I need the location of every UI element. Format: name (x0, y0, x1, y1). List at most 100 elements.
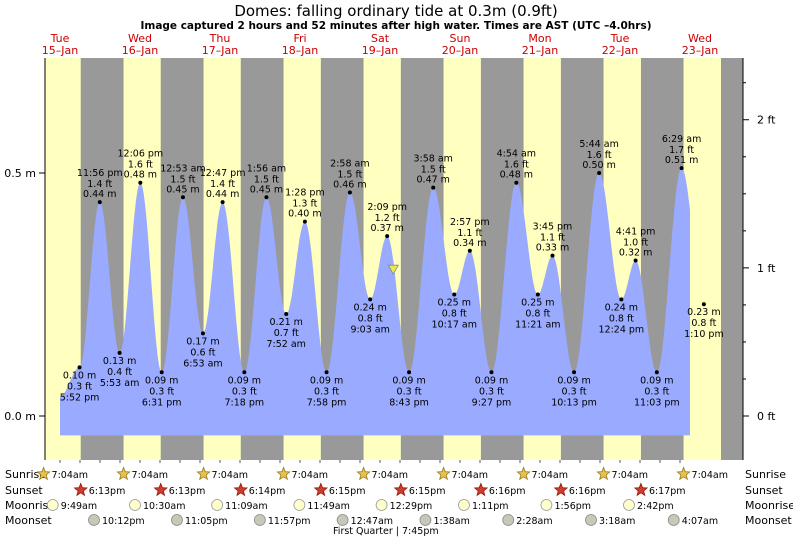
tide-point (264, 195, 269, 200)
moonrise-time: 1:11pm (472, 501, 509, 512)
tide-m-label: 0.48 m (500, 170, 533, 181)
tide-point (77, 365, 82, 370)
sunrise-icon (356, 466, 371, 481)
right-tick-label: 0 ft (757, 410, 776, 423)
sunset-time: 6:15pm (329, 486, 366, 497)
tide-area (60, 168, 690, 436)
tide-point (550, 253, 555, 258)
sunrise-icon (676, 466, 691, 481)
tide-ft-label: 0.8 ft (442, 309, 467, 320)
tide-point (633, 258, 638, 263)
tide-point (368, 297, 373, 302)
tide-ft-label: 1.4 ft (210, 179, 235, 190)
tide-ft-label: 0.7 ft (274, 328, 299, 339)
row-label-left-moonrise: Moonrise (5, 499, 55, 512)
tide-ft-label: 1.5 ft (170, 174, 195, 185)
moonset-icon (419, 514, 432, 526)
moonset-time: 1:38am (433, 516, 469, 527)
tide-time-label: 11:56 pm (77, 168, 123, 179)
tide-m-label: 0.37 m (370, 223, 403, 234)
day-date: 20–Jan (442, 44, 478, 57)
row-label-right-sunset: Sunset (745, 484, 783, 497)
day-date: 23–Jan (682, 44, 718, 57)
tide-time-label: 1:28 pm (285, 188, 325, 199)
moonrise-time: 12:29pm (390, 501, 433, 512)
row-label-left-sunset: Sunset (5, 484, 43, 497)
tide-time-label: 11:03 pm (634, 397, 680, 408)
tide-time-label: 9:03 am (350, 324, 389, 335)
tide-ft-label: 0.3 ft (149, 386, 174, 397)
tide-point (385, 234, 390, 239)
day-name: Tue (50, 32, 70, 45)
tide-m-label: 0.24 m (605, 302, 638, 313)
tide-time-label: 1:56 am (247, 163, 286, 174)
tide-time-label: 2:57 pm (450, 217, 490, 228)
moonset-time: 10:12pm (102, 516, 145, 527)
tide-time-label: 4:41 pm (616, 226, 656, 237)
tide-time-label: 8:43 pm (389, 397, 429, 408)
tide-curve (60, 168, 690, 436)
sunrise-icon (36, 466, 51, 481)
tide-m-label: 0.46 m (333, 179, 366, 190)
tide-m-label: 0.45 m (250, 184, 283, 195)
sunrise-time: 7:04am (52, 470, 88, 481)
sunset-icon (233, 482, 249, 497)
sunset-time: 6:15pm (409, 486, 446, 497)
tide-time-label: 6:53 am (183, 358, 222, 369)
moonrise-icon (375, 499, 388, 511)
tide-time-label: 5:44 am (579, 139, 618, 150)
tide-time-label: 12:53 am (160, 163, 205, 174)
tide-m-label: 0.48 m (124, 170, 157, 181)
tide-point (407, 370, 412, 375)
tide-point (489, 370, 494, 375)
tide-point (324, 370, 329, 375)
tide-ft-label: 1.5 ft (337, 169, 362, 180)
tide-ft-label: 1.5 ft (254, 174, 279, 185)
sunset-icon (393, 482, 409, 497)
tide-point (242, 370, 247, 375)
tide-m-label: 0.09 m (475, 375, 508, 386)
tide-ft-label: 1.1 ft (540, 233, 565, 244)
tide-m-label: 0.47 m (417, 175, 450, 186)
tide-ft-label: 1.3 ft (292, 199, 317, 210)
sunrise-icon (596, 466, 611, 481)
tide-time-label: 12:06 pm (117, 149, 163, 160)
sunset-time: 6:13pm (89, 486, 126, 497)
tide-m-label: 0.24 m (353, 302, 386, 313)
moonrise-time: 2:42pm (637, 501, 674, 512)
tide-time-label: 5:53 am (100, 378, 139, 389)
tide-time-label: 4:54 am (497, 149, 536, 160)
moonset-time: 11:57pm (268, 516, 311, 527)
tide-m-label: 0.21 m (270, 317, 303, 328)
day-date: 15–Jan (42, 44, 78, 57)
day-name: Thu (209, 32, 231, 45)
day-date: 22–Jan (602, 44, 638, 57)
tide-ft-label: 0.3 ft (232, 386, 257, 397)
tide-time-label: 3:45 pm (533, 222, 573, 233)
tide-m-label: 0.13 m (103, 356, 136, 367)
day-date: 18–Jan (282, 44, 318, 57)
sunset-icon (633, 482, 649, 497)
tide-ft-label: 0.4 ft (107, 367, 132, 378)
moonrise-icon (46, 499, 59, 511)
tide-m-label: 0.10 m (63, 370, 96, 381)
tide-point (200, 331, 205, 336)
moonset-icon (336, 514, 349, 526)
tide-ft-label: 1.6 ft (128, 160, 153, 171)
day-name: Mon (528, 32, 551, 45)
tide-point (347, 190, 352, 195)
tide-ft-label: 0.3 ft (644, 386, 669, 397)
moonrise-time: 11:09am (225, 501, 267, 512)
tide-point (597, 171, 602, 175)
tide-point (452, 292, 457, 297)
tide-m-label: 0.09 m (392, 375, 425, 386)
sunrise-time: 7:04am (132, 470, 168, 481)
tide-time-label: 10:13 pm (551, 397, 597, 408)
tide-point (220, 200, 225, 205)
tide-m-label: 0.44 m (206, 189, 239, 200)
tide-m-label: 0.50 m (582, 160, 615, 171)
day-date: 19–Jan (362, 44, 398, 57)
